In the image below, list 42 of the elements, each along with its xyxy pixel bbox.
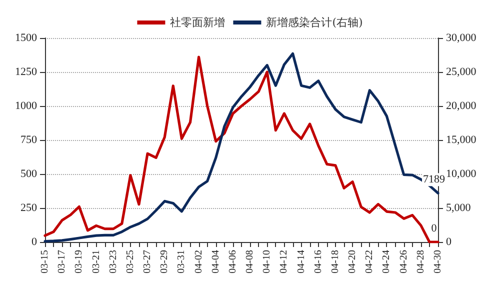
x-tick-label: 03-17 xyxy=(56,250,68,274)
y-tick-label: 500 xyxy=(20,168,38,180)
x-tick-label: 03-15 xyxy=(40,250,50,274)
y2-tick-label: 5,000 xyxy=(446,202,472,214)
x-tick-label: 04-16 xyxy=(312,250,324,274)
x-tick-label: 04-02 xyxy=(193,250,204,274)
x-tick-label: 04-22 xyxy=(364,250,376,274)
x-tick-label: 04-12 xyxy=(278,250,290,274)
y2-tick-label: 20,000 xyxy=(446,100,477,112)
y2-tick-label: 10,000 xyxy=(446,168,477,180)
y2-tick-label: 0 xyxy=(446,236,452,248)
y2-tick-label: 15,000 xyxy=(446,134,477,146)
y-tick-label: 250 xyxy=(20,202,38,214)
x-tick-label: 04-14 xyxy=(296,250,307,274)
y-tick-label: 1250 xyxy=(15,66,38,78)
x-tick-label: 03-23 xyxy=(108,250,119,274)
data-label: 0 xyxy=(431,222,438,234)
y-tick-label: 750 xyxy=(20,134,38,146)
x-tick-label: 03-27 xyxy=(142,250,154,274)
x-tick-label: 04-28 xyxy=(415,250,426,274)
legend-label: 新增感染合计(右轴) xyxy=(266,16,363,29)
x-tick-label: 03-21 xyxy=(90,250,102,274)
x-tick-label: 04-10 xyxy=(262,250,273,274)
legend-label: 社零面新增 xyxy=(170,16,226,29)
x-tick-label: 04-06 xyxy=(227,250,238,274)
x-tick-label: 04-20 xyxy=(347,250,358,274)
x-tick-label: 03-19 xyxy=(74,250,85,274)
x-tick-label: 03-29 xyxy=(159,250,170,274)
x-tick-label: 03-31 xyxy=(176,250,188,274)
y-tick-label: 0 xyxy=(32,236,38,248)
x-tick-label: 04-30 xyxy=(432,250,444,274)
x-tick-label: 04-24 xyxy=(381,250,392,274)
y2-tick-label: 30,000 xyxy=(446,32,477,44)
x-tick-label: 04-04 xyxy=(210,250,222,274)
x-tick-label: 04-18 xyxy=(330,250,341,274)
y2-tick-label: 25,000 xyxy=(446,66,477,78)
x-tick-label: 04-08 xyxy=(244,250,256,274)
x-tick-label: 04-26 xyxy=(398,250,410,274)
y-tick-label: 1000 xyxy=(15,100,38,112)
x-tick-label: 03-25 xyxy=(124,250,136,274)
data-label: 7189 xyxy=(423,174,446,186)
y-tick-label: 1500 xyxy=(15,32,38,44)
